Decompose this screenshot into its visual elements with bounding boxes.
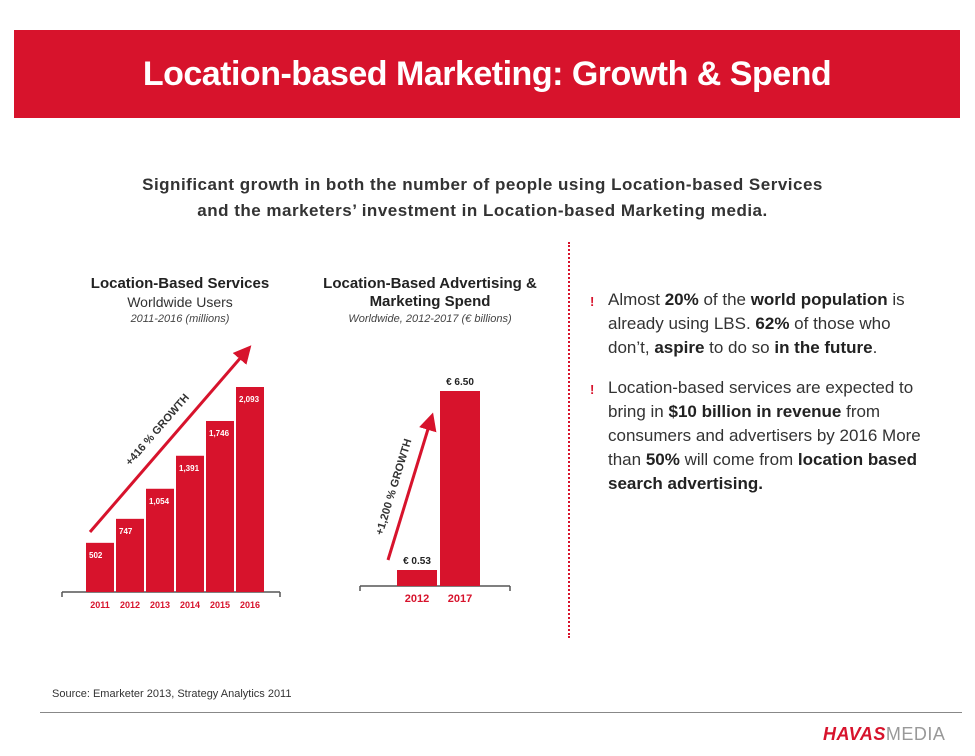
chart1-value-label: 1,746 [209, 429, 230, 438]
title-bar: Location-based Marketing: Growth & Spend [14, 30, 960, 118]
chart1-category-label: 2013 [150, 600, 170, 610]
bullet-2-text: will come from [679, 450, 798, 469]
chart2-title-line-1: Location-Based Advertising & [323, 275, 537, 292]
bullet-1-bold: aspire [654, 338, 705, 357]
slide-subtitle: Significant growth in both the number of… [60, 172, 905, 224]
bullet-1-bold: in the future [774, 338, 873, 357]
chart2-bar [440, 391, 480, 586]
chart1-bar [86, 542, 114, 592]
chart2-category-label: 2017 [448, 593, 472, 605]
logo-media: MEDIA [885, 724, 946, 744]
chart1-category-label: 2016 [240, 600, 260, 610]
chart1-value-label: 1,391 [179, 464, 200, 473]
chart1-header: Location-Based Services Worldwide Users … [60, 275, 300, 327]
subtitle-line-2: and the marketers’ investment in Locatio… [197, 201, 768, 220]
slide-title: Location-based Marketing: Growth & Spend [142, 55, 832, 93]
subtitle-line-1: Significant growth in both the number of… [142, 175, 823, 194]
chart1-category-label: 2014 [180, 600, 200, 610]
bullet-1-bold: 20% [664, 290, 699, 309]
bullet-2-bold: location based search advertising. [608, 450, 917, 493]
bullet-2-text: Location-based services are expected to … [608, 378, 914, 421]
chart1-bar [146, 488, 174, 592]
chart1-category-label: 2011 [90, 600, 110, 610]
bullet-1-text: to do so [704, 338, 775, 357]
bullet-2: ! Location-based services are expected t… [590, 376, 935, 496]
chart1-value-label: 502 [89, 551, 103, 560]
bullet-1-text: of those who don’t, [608, 314, 891, 357]
chart1-bar [176, 455, 204, 592]
bullet-1-text: . [872, 338, 878, 357]
chart2-category-label: 2012 [405, 593, 429, 605]
bullet-1-text: Almost [608, 290, 665, 309]
chart1-category-label: 2012 [120, 600, 140, 610]
chart1-note: 2011-2016 (millions) [130, 313, 230, 325]
footer-rule [40, 712, 962, 713]
bullet-2-bold: $10 billion in revenue [668, 402, 842, 421]
chart1-title: Location-Based Services [90, 275, 270, 292]
chart2-value-label: € 6.50 [446, 377, 474, 388]
chart1-bar [116, 518, 144, 592]
bullet-2-bold: 50% [645, 450, 680, 469]
chart2-growth-label: +1,200 % GROWTH [374, 438, 415, 537]
chart2-header: Location-Based Advertising & Marketing S… [300, 275, 560, 327]
chart1-bar [236, 387, 264, 592]
chart1-bar [206, 420, 234, 592]
chart2-value-label: € 0.53 [403, 556, 431, 567]
chart2-title-line-2: Marketing Spend [369, 293, 491, 310]
bullet-1-bold: world population [750, 290, 888, 309]
bullet-2-text: from consumers and advertisers by 2016 M… [608, 402, 921, 469]
vertical-divider [568, 242, 570, 638]
chart1-growth-arrow [88, 345, 252, 533]
chart1-value-label: 2,093 [239, 395, 260, 404]
bullet-1-text: of the [698, 290, 751, 309]
chart2-bar [397, 570, 437, 586]
bullet-1-text: is already using LBS. [608, 290, 905, 333]
chart1: 502 2011 747 2012 1,054 2013 1,391 2014 1,746 201… [61, 345, 281, 610]
bullet-marker: ! [590, 294, 595, 309]
bullet-1: ! Almost 20% of the world population is … [590, 288, 935, 360]
chart1-subtitle: Worldwide Users [127, 294, 233, 310]
logo-havas: HAVAS [823, 724, 886, 744]
havas-media-logo: HAVASMEDIA [823, 724, 945, 745]
chart1-value-label: 747 [119, 527, 133, 536]
bullet-marker: ! [590, 382, 595, 397]
key-points: ! Almost 20% of the world population is … [590, 288, 935, 496]
bullet-1-bold: 62% [755, 314, 790, 333]
chart2-growth-arrow [386, 412, 437, 561]
chart1-value-label: 1,054 [149, 497, 170, 506]
chart2-note: Worldwide, 2012-2017 (€ billions) [348, 313, 512, 325]
chart1-category-label: 2015 [210, 600, 230, 610]
chart2: € 0.53 2012 € 6.50 2017 +1,200 % GROWTH [359, 377, 511, 605]
source-note: Source: Emarketer 2013, Strategy Analyti… [52, 688, 292, 700]
